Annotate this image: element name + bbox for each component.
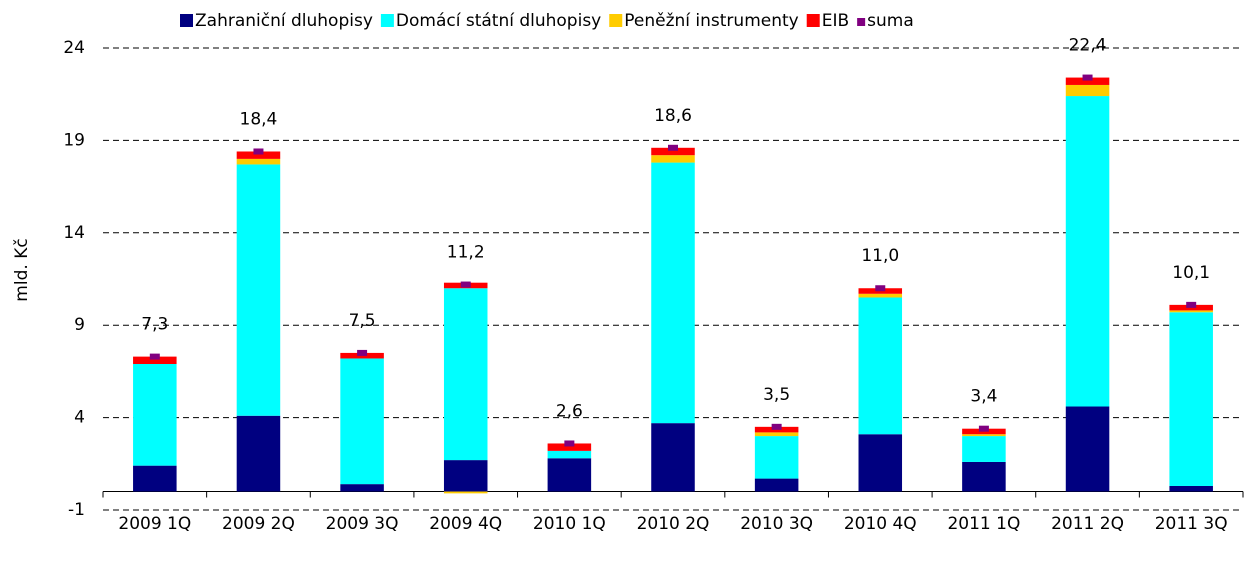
legend-label: Zahraniční dluhopisy <box>195 11 373 31</box>
x-tick-label: 2009 1Q <box>118 514 191 534</box>
bar-segment <box>754 432 799 437</box>
sum-marker <box>460 281 471 288</box>
bar-segment <box>962 436 1006 462</box>
sum-marker <box>149 353 160 360</box>
y-tick-label: -1 <box>68 500 85 520</box>
bar-segment <box>547 450 592 459</box>
bar-segment <box>858 434 903 492</box>
x-tick-label: 2010 1Q <box>533 514 606 534</box>
value-label: 7,5 <box>349 311 376 331</box>
legend-swatch <box>806 14 820 27</box>
bar-segment <box>133 356 177 365</box>
bar-segment <box>340 484 384 492</box>
value-label: 11,2 <box>447 243 485 263</box>
legend-swatch <box>380 14 394 27</box>
sum-marker <box>771 423 782 430</box>
sum-marker <box>357 349 368 356</box>
value-label: 18,4 <box>240 109 278 129</box>
x-tick-label: 2009 3Q <box>326 514 399 534</box>
bar-segment <box>443 491 488 494</box>
y-tick-label: 4 <box>74 408 85 428</box>
bar-segment <box>962 434 1006 437</box>
sum-marker <box>1082 74 1093 81</box>
legend-label: Peněžní instrumenty <box>624 11 798 31</box>
x-tick-label: 2011 2Q <box>1051 514 1124 534</box>
bar-segment <box>858 297 903 435</box>
x-tick-label: 2010 3Q <box>740 514 813 534</box>
x-tick-label: 2011 1Q <box>947 514 1020 534</box>
bar-segment <box>1065 84 1110 97</box>
bar-segment <box>1065 96 1110 407</box>
value-label: 3,4 <box>970 387 997 407</box>
value-label: 22,4 <box>1069 36 1107 56</box>
bar-segment <box>1169 485 1213 492</box>
bar-segment <box>1169 310 1213 313</box>
value-label: 11,0 <box>861 246 899 266</box>
legend-swatch <box>180 14 193 27</box>
legend-swatch <box>609 14 623 27</box>
bar-segment <box>340 358 384 485</box>
sum-marker <box>875 285 886 292</box>
y-tick-label: 19 <box>63 130 85 150</box>
bar-segment <box>443 288 488 461</box>
bar-segment <box>651 155 695 163</box>
bar-segment <box>236 158 281 165</box>
bar-segment <box>754 478 799 492</box>
bar-segment <box>651 423 695 492</box>
x-tick-label: 2011 3Q <box>1155 514 1228 534</box>
bar-segment <box>858 293 903 298</box>
bar-segment <box>236 164 281 416</box>
legend-label: EIB <box>822 11 849 31</box>
value-label: 10,1 <box>1172 263 1210 283</box>
bar-segment <box>1065 406 1110 492</box>
bar-segment <box>1169 312 1213 486</box>
legend-swatch <box>857 18 866 26</box>
bar-segment <box>651 147 695 156</box>
sum-marker <box>253 148 264 155</box>
bar-segment <box>236 415 281 492</box>
x-tick-label: 2009 2Q <box>222 514 295 534</box>
y-tick-label: 24 <box>63 38 85 58</box>
x-tick-label: 2009 4Q <box>429 514 502 534</box>
sum-marker <box>668 144 678 151</box>
value-label: 3,5 <box>763 385 790 405</box>
value-label: 18,6 <box>654 106 692 126</box>
bar-segment <box>443 460 488 492</box>
legend-label: Domácí státní dluhopisy <box>396 11 601 31</box>
bar-segment <box>547 458 592 492</box>
x-tick-label: 2010 4Q <box>844 514 917 534</box>
sum-marker <box>978 425 989 432</box>
bar-segment <box>754 436 799 479</box>
bar-segment <box>547 443 592 451</box>
legend-label: suma <box>867 11 914 31</box>
x-tick-label: 2010 2Q <box>637 514 710 534</box>
y-axis-label: mld. Kč <box>12 238 32 301</box>
bar-segment <box>133 465 177 492</box>
y-tick-label: 9 <box>74 315 85 335</box>
bar-segment <box>651 162 695 424</box>
bar-segment <box>1065 77 1110 85</box>
value-label: 7,3 <box>141 315 168 335</box>
bar-segment <box>962 461 1006 492</box>
bar-segment <box>133 364 177 466</box>
sum-marker <box>564 440 575 447</box>
y-tick-label: 14 <box>63 223 85 243</box>
value-label: 2,6 <box>556 401 583 421</box>
sum-marker <box>1186 301 1197 308</box>
bar-segment <box>236 151 281 159</box>
